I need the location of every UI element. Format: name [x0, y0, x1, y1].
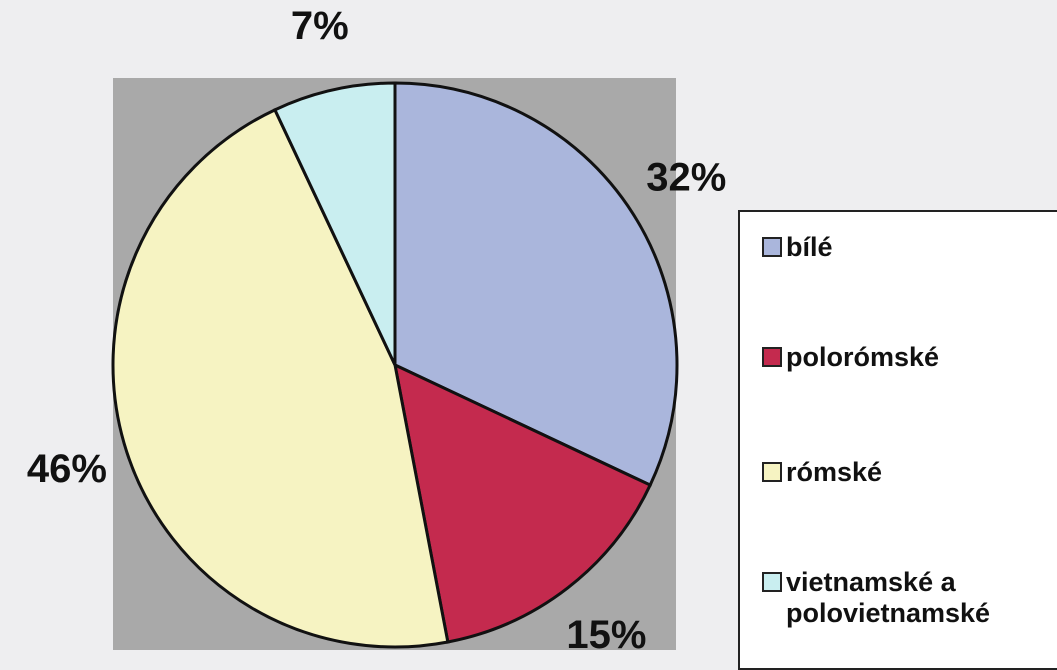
legend-item: vietnamské a polovietnamské [762, 567, 1057, 629]
pie-slice [111, 107, 450, 649]
pie-slice [392, 362, 653, 644]
pie-slice [272, 81, 397, 366]
legend-swatch [762, 462, 782, 482]
legend-label: bílé [786, 232, 833, 262]
legend-item: polorómské [762, 342, 1057, 373]
legend-item: bílé [762, 232, 1057, 263]
legend-swatch [762, 237, 782, 257]
data-label: 15% [566, 613, 646, 655]
legend: bílé polorómské rómské vietnamské a polovie… [738, 210, 1057, 670]
pie-slice [393, 81, 679, 488]
chart: 32% 15% 46% 7% bílé polorómské rómské vietnams… [27, 4, 1057, 670]
legend-item: rómské [762, 457, 1057, 488]
data-label: 46% [27, 447, 107, 491]
legend-swatch [762, 347, 782, 367]
legend-label: polorómské [786, 342, 940, 372]
legend-swatch [762, 572, 782, 592]
legend-label: rómské [786, 457, 883, 487]
data-label: 32% [646, 156, 726, 200]
data-label: 7% [291, 4, 349, 48]
legend-label: vietnamské a polovietnamské [786, 567, 991, 628]
pie-area: 32% 15% 46% 7% [27, 4, 726, 655]
